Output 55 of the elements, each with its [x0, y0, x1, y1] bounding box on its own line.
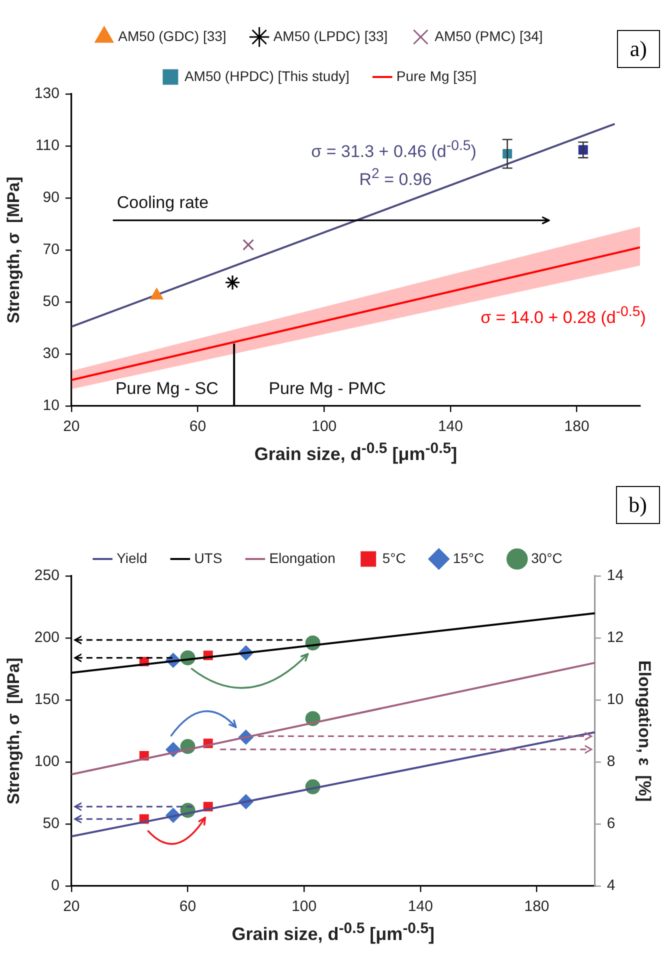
- y-tick-label: 0: [51, 877, 60, 894]
- text: a): [616, 30, 660, 68]
- x-axis-title: Grain size, d$^{-0.5}$ [μm$^{-0.5}$]: [253, 440, 458, 465]
- legend-label: AM50 (HPDC) [This study]: [184, 68, 350, 84]
- legend-label: AM50 (GDC) [33]: [118, 28, 226, 44]
- y-tick-label: 110: [36, 137, 60, 154]
- text: b): [616, 486, 660, 524]
- y-tick-label: 250: [34, 567, 60, 584]
- legend-label: 30°C: [531, 550, 562, 566]
- x-axis-title: Grain size, d$^{-0.5}$ [μm$^{-0.5}$]: [230, 920, 436, 945]
- x-tick-label: 60: [189, 418, 206, 436]
- y-tick-label: 90: [42, 189, 60, 206]
- y-tick-label: 10: [42, 397, 60, 414]
- annotation: R$^{2}$ = 0.96: [359, 166, 432, 190]
- x-tick-label: 140: [408, 898, 433, 916]
- annotation: Pure Mg - PMC: [268, 378, 386, 399]
- y-tick-label: 70: [42, 241, 60, 258]
- x-tick-label: 180: [564, 418, 590, 436]
- y-tick-label: 50: [42, 293, 60, 310]
- y-tick-label: 30: [42, 345, 60, 362]
- y-tick-label: 100: [34, 753, 60, 770]
- x-tick-label: 20: [63, 418, 80, 436]
- legend-label: Pure Mg [35]: [396, 68, 477, 84]
- legend-label: 15°C: [452, 550, 484, 566]
- y2-tick-label: 14: [606, 567, 624, 584]
- point: [242, 239, 254, 251]
- y2-tick-label: 8: [606, 753, 616, 770]
- y-tick-label: 200: [34, 629, 60, 646]
- y2-tick-label: 12: [606, 629, 624, 646]
- x-tick-label: 100: [312, 418, 337, 436]
- x-tick-label: 100: [292, 898, 317, 916]
- annotation: Cooling rate: [116, 193, 209, 214]
- y-axis-title: Strength, σ [MPa]: [4, 658, 23, 804]
- annotation: σ = 14.0 + 0.28 (d$^{-0.5}$): [480, 304, 646, 328]
- y2-tick-label: 6: [606, 815, 616, 832]
- legend-label: Yield: [116, 550, 148, 566]
- x-tick-label: 60: [179, 898, 196, 916]
- annotation: σ = 31.3 + 0.46 (d$^{-0.5}$): [311, 138, 476, 162]
- legend-label: AM50 (PMC) [34]: [434, 28, 543, 44]
- y2-axis-title: Elongation, ε [%]: [635, 660, 654, 802]
- y-tick-label: 150: [34, 691, 60, 708]
- point: [224, 274, 240, 290]
- y-axis-title: Strength, σ [MPa]: [4, 176, 23, 324]
- y-tick-label: 130: [34, 85, 60, 102]
- legend-label: AM50 (LPDC) [33]: [273, 28, 388, 44]
- legend-label: Elongation: [269, 550, 336, 566]
- y2-tick-label: 10: [606, 691, 624, 708]
- legend-label: UTS: [194, 550, 222, 566]
- x-tick-label: 20: [63, 898, 80, 916]
- legend-label: 5°C: [382, 550, 406, 566]
- y-tick-label: 50: [42, 815, 60, 832]
- x-tick-label: 180: [524, 898, 550, 916]
- x-tick-label: 140: [438, 418, 463, 436]
- y2-tick-label: 4: [606, 877, 616, 894]
- annotation: Pure Mg - SC: [115, 378, 218, 399]
